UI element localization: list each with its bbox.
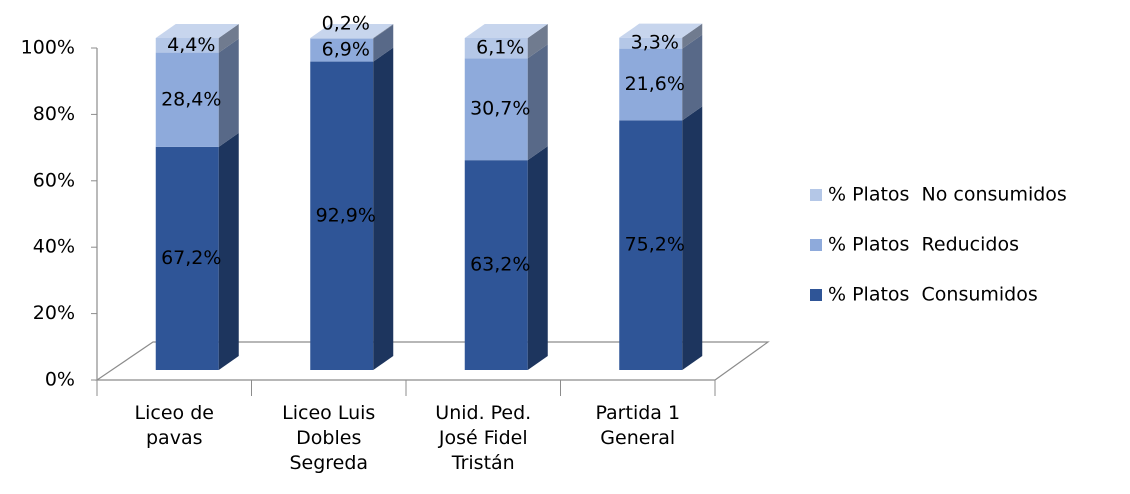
bar-side <box>682 34 703 121</box>
bar-front <box>310 38 374 39</box>
data-label: 21,6% <box>625 73 685 95</box>
data-label: 92,9% <box>316 204 376 226</box>
y-tick-label: 60% <box>33 169 75 191</box>
y-tick-label: 80% <box>33 103 75 125</box>
bar-side <box>218 24 239 53</box>
data-label: 4,4% <box>167 34 215 56</box>
x-tick-label: Liceo de pavas <box>134 402 214 449</box>
x-tick-label: Unid. Ped. José Fidel Tristán <box>435 402 532 474</box>
bar-side <box>218 38 239 147</box>
bar-front <box>310 38 374 62</box>
data-label: 6,9% <box>322 39 370 61</box>
bar-side <box>373 24 394 62</box>
x-tick-label: Liceo Luis Dobles Segreda <box>282 402 376 474</box>
bar-top <box>155 24 239 38</box>
bar-front <box>310 61 374 371</box>
bar-side <box>218 132 239 370</box>
bar-top <box>619 23 703 38</box>
data-label: 67,2% <box>161 247 221 269</box>
bar-side <box>527 24 548 59</box>
data-label: 63,2% <box>470 254 530 276</box>
legend-label: % Platos Consumidos <box>828 284 1038 306</box>
bar-front <box>619 120 683 370</box>
data-label: 75,2% <box>625 234 685 256</box>
data-label: 30,7% <box>470 98 530 120</box>
legend-swatch <box>810 239 822 251</box>
legend-swatch <box>810 289 822 301</box>
data-label: 3,3% <box>631 32 679 54</box>
data-label: 28,4% <box>161 88 221 110</box>
bar-front <box>155 52 219 147</box>
bar-side <box>527 44 548 161</box>
bar-side <box>682 106 703 370</box>
bar-side <box>527 146 548 370</box>
floor <box>95 341 770 381</box>
legend-label: % Platos No consumidos <box>828 184 1067 206</box>
bar-front <box>155 38 219 53</box>
y-tick-label: 0% <box>45 369 75 391</box>
bar-front <box>155 146 219 370</box>
bar-front <box>619 48 683 121</box>
data-label: 0,2% <box>322 13 370 35</box>
bar-side <box>682 23 703 49</box>
bar-top <box>464 24 548 38</box>
x-tick-label: Partida 1 General <box>595 402 681 449</box>
bar-front <box>464 38 528 59</box>
bar-front <box>619 37 683 49</box>
data-label: 6,1% <box>476 37 524 59</box>
bar-side <box>373 47 394 371</box>
bar-front <box>464 58 528 161</box>
bar-front <box>464 160 528 370</box>
bar-side <box>373 24 394 39</box>
y-tick-label: 100% <box>21 37 75 59</box>
y-tick-label: 20% <box>33 302 75 324</box>
legend-swatch <box>810 189 822 201</box>
y-tick-label: 40% <box>33 236 75 258</box>
bar-top <box>310 24 394 38</box>
legend-label: % Platos Reducidos <box>828 234 1019 256</box>
